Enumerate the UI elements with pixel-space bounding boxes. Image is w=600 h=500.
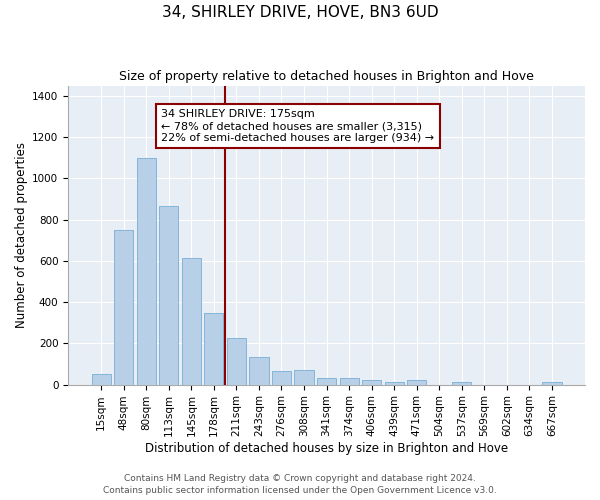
Bar — [362, 380, 381, 384]
Bar — [272, 371, 291, 384]
X-axis label: Distribution of detached houses by size in Brighton and Hove: Distribution of detached houses by size … — [145, 442, 508, 455]
Bar — [137, 158, 156, 384]
Text: 34, SHIRLEY DRIVE, HOVE, BN3 6UD: 34, SHIRLEY DRIVE, HOVE, BN3 6UD — [161, 5, 439, 20]
Bar — [340, 378, 359, 384]
Bar — [92, 374, 111, 384]
Text: Contains HM Land Registry data © Crown copyright and database right 2024.
Contai: Contains HM Land Registry data © Crown c… — [103, 474, 497, 495]
Bar — [114, 230, 133, 384]
Title: Size of property relative to detached houses in Brighton and Hove: Size of property relative to detached ho… — [119, 70, 534, 83]
Bar — [407, 380, 426, 384]
Bar — [317, 378, 336, 384]
Text: 34 SHIRLEY DRIVE: 175sqm
← 78% of detached houses are smaller (3,315)
22% of sem: 34 SHIRLEY DRIVE: 175sqm ← 78% of detach… — [161, 110, 434, 142]
Bar — [295, 370, 314, 384]
Bar — [159, 206, 178, 384]
Bar — [227, 338, 246, 384]
Bar — [385, 382, 404, 384]
Bar — [452, 382, 472, 384]
Bar — [205, 314, 223, 384]
Bar — [542, 382, 562, 384]
Y-axis label: Number of detached properties: Number of detached properties — [15, 142, 28, 328]
Bar — [250, 357, 269, 384]
Bar — [182, 258, 201, 384]
